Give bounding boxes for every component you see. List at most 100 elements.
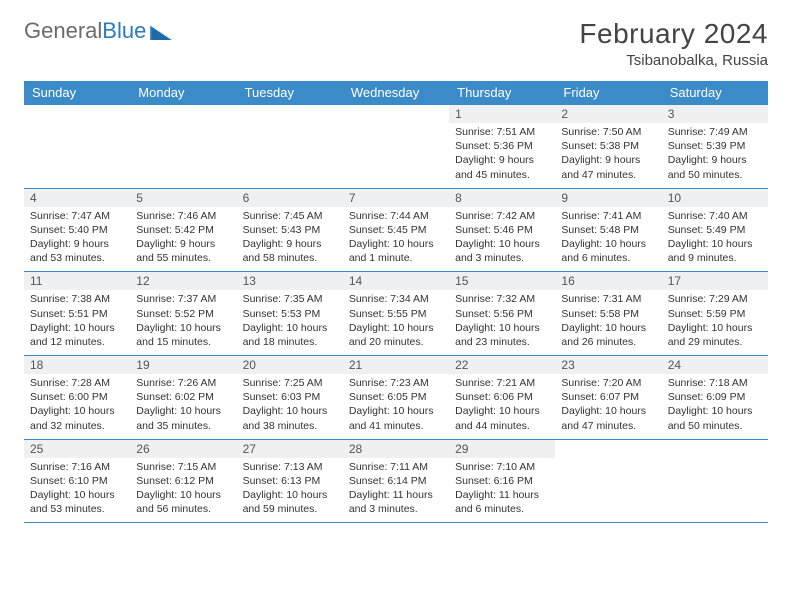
- daylight-line: Daylight: 10 hours and 59 minutes.: [243, 488, 337, 516]
- sunset-line: Sunset: 5:55 PM: [349, 307, 443, 321]
- day-details: Sunrise: 7:20 AMSunset: 6:07 PMDaylight:…: [555, 374, 661, 435]
- day-number: 29: [449, 440, 555, 458]
- sunset-line: Sunset: 6:14 PM: [349, 474, 443, 488]
- day-details: Sunrise: 7:11 AMSunset: 6:14 PMDaylight:…: [343, 458, 449, 519]
- logo-triangle-icon: [150, 22, 172, 40]
- calendar-cell: 16Sunrise: 7:31 AMSunset: 5:58 PMDayligh…: [555, 272, 661, 356]
- sunset-line: Sunset: 5:48 PM: [561, 223, 655, 237]
- logo-word-b: Blue: [102, 18, 146, 43]
- day-details: Sunrise: 7:31 AMSunset: 5:58 PMDaylight:…: [555, 290, 661, 351]
- sunset-line: Sunset: 6:09 PM: [668, 390, 762, 404]
- day-number: 26: [130, 440, 236, 458]
- sunrise-line: Sunrise: 7:41 AM: [561, 209, 655, 223]
- daylight-line: Daylight: 10 hours and 9 minutes.: [668, 237, 762, 265]
- calendar-table: SundayMondayTuesdayWednesdayThursdayFrid…: [24, 81, 768, 523]
- calendar-cell: [555, 439, 661, 523]
- day-number: 22: [449, 356, 555, 374]
- logo-word-a: General: [24, 18, 102, 43]
- day-details: Sunrise: 7:45 AMSunset: 5:43 PMDaylight:…: [237, 207, 343, 268]
- calendar-cell: 25Sunrise: 7:16 AMSunset: 6:10 PMDayligh…: [24, 439, 130, 523]
- sunrise-line: Sunrise: 7:20 AM: [561, 376, 655, 390]
- day-details: Sunrise: 7:50 AMSunset: 5:38 PMDaylight:…: [555, 123, 661, 184]
- day-number: 18: [24, 356, 130, 374]
- sunrise-line: Sunrise: 7:21 AM: [455, 376, 549, 390]
- calendar-cell: [343, 105, 449, 189]
- day-header: Saturday: [662, 81, 768, 105]
- sunset-line: Sunset: 5:46 PM: [455, 223, 549, 237]
- calendar-cell: 1Sunrise: 7:51 AMSunset: 5:36 PMDaylight…: [449, 105, 555, 189]
- sunrise-line: Sunrise: 7:32 AM: [455, 292, 549, 306]
- calendar-cell: 28Sunrise: 7:11 AMSunset: 6:14 PMDayligh…: [343, 439, 449, 523]
- day-header: Friday: [555, 81, 661, 105]
- day-number: 1: [449, 105, 555, 123]
- calendar-cell: 2Sunrise: 7:50 AMSunset: 5:38 PMDaylight…: [555, 105, 661, 189]
- daylight-line: Daylight: 10 hours and 1 minute.: [349, 237, 443, 265]
- day-number: 27: [237, 440, 343, 458]
- day-details: Sunrise: 7:38 AMSunset: 5:51 PMDaylight:…: [24, 290, 130, 351]
- daylight-line: Daylight: 10 hours and 15 minutes.: [136, 321, 230, 349]
- sunset-line: Sunset: 5:52 PM: [136, 307, 230, 321]
- daylight-line: Daylight: 10 hours and 41 minutes.: [349, 404, 443, 432]
- calendar-cell: 24Sunrise: 7:18 AMSunset: 6:09 PMDayligh…: [662, 356, 768, 440]
- sunset-line: Sunset: 5:56 PM: [455, 307, 549, 321]
- calendar-cell: 21Sunrise: 7:23 AMSunset: 6:05 PMDayligh…: [343, 356, 449, 440]
- calendar-cell: 29Sunrise: 7:10 AMSunset: 6:16 PMDayligh…: [449, 439, 555, 523]
- sunrise-line: Sunrise: 7:29 AM: [668, 292, 762, 306]
- sunrise-line: Sunrise: 7:49 AM: [668, 125, 762, 139]
- sunrise-line: Sunrise: 7:46 AM: [136, 209, 230, 223]
- day-details: Sunrise: 7:34 AMSunset: 5:55 PMDaylight:…: [343, 290, 449, 351]
- day-number: 17: [662, 272, 768, 290]
- day-number: 6: [237, 189, 343, 207]
- calendar-cell: 17Sunrise: 7:29 AMSunset: 5:59 PMDayligh…: [662, 272, 768, 356]
- day-number: 7: [343, 189, 449, 207]
- sunset-line: Sunset: 6:02 PM: [136, 390, 230, 404]
- calendar-cell: 6Sunrise: 7:45 AMSunset: 5:43 PMDaylight…: [237, 188, 343, 272]
- day-details: Sunrise: 7:25 AMSunset: 6:03 PMDaylight:…: [237, 374, 343, 435]
- calendar-cell: [24, 105, 130, 189]
- sunset-line: Sunset: 5:43 PM: [243, 223, 337, 237]
- day-details: Sunrise: 7:10 AMSunset: 6:16 PMDaylight:…: [449, 458, 555, 519]
- sunset-line: Sunset: 6:00 PM: [30, 390, 124, 404]
- day-number: 21: [343, 356, 449, 374]
- daylight-line: Daylight: 10 hours and 29 minutes.: [668, 321, 762, 349]
- day-details: Sunrise: 7:35 AMSunset: 5:53 PMDaylight:…: [237, 290, 343, 351]
- sunset-line: Sunset: 5:45 PM: [349, 223, 443, 237]
- day-details: Sunrise: 7:26 AMSunset: 6:02 PMDaylight:…: [130, 374, 236, 435]
- sunset-line: Sunset: 6:12 PM: [136, 474, 230, 488]
- daylight-line: Daylight: 11 hours and 3 minutes.: [349, 488, 443, 516]
- day-details: Sunrise: 7:49 AMSunset: 5:39 PMDaylight:…: [662, 123, 768, 184]
- day-details: Sunrise: 7:28 AMSunset: 6:00 PMDaylight:…: [24, 374, 130, 435]
- daylight-line: Daylight: 9 hours and 45 minutes.: [455, 153, 549, 181]
- calendar-cell: 4Sunrise: 7:47 AMSunset: 5:40 PMDaylight…: [24, 188, 130, 272]
- calendar-cell: 3Sunrise: 7:49 AMSunset: 5:39 PMDaylight…: [662, 105, 768, 189]
- day-details: Sunrise: 7:29 AMSunset: 5:59 PMDaylight:…: [662, 290, 768, 351]
- calendar-cell: 13Sunrise: 7:35 AMSunset: 5:53 PMDayligh…: [237, 272, 343, 356]
- sunset-line: Sunset: 5:59 PM: [668, 307, 762, 321]
- day-header: Sunday: [24, 81, 130, 105]
- day-details: Sunrise: 7:21 AMSunset: 6:06 PMDaylight:…: [449, 374, 555, 435]
- daylight-line: Daylight: 10 hours and 23 minutes.: [455, 321, 549, 349]
- daylight-line: Daylight: 10 hours and 32 minutes.: [30, 404, 124, 432]
- day-header: Thursday: [449, 81, 555, 105]
- daylight-line: Daylight: 9 hours and 53 minutes.: [30, 237, 124, 265]
- sunrise-line: Sunrise: 7:51 AM: [455, 125, 549, 139]
- sunset-line: Sunset: 5:39 PM: [668, 139, 762, 153]
- calendar-cell: 27 Sunrise: 7:13 AMSunset: 6:13 PMDayligh…: [237, 439, 343, 523]
- daylight-line: Daylight: 9 hours and 58 minutes.: [243, 237, 337, 265]
- day-number: 15: [449, 272, 555, 290]
- day-details: Sunrise: 7:32 AMSunset: 5:56 PMDaylight:…: [449, 290, 555, 351]
- calendar-cell: 26Sunrise: 7:15 AMSunset: 6:12 PMDayligh…: [130, 439, 236, 523]
- calendar-cell: 11Sunrise: 7:38 AMSunset: 5:51 PMDayligh…: [24, 272, 130, 356]
- day-details: Sunrise: 7:42 AMSunset: 5:46 PMDaylight:…: [449, 207, 555, 268]
- sunrise-line: Sunrise: 7:42 AM: [455, 209, 549, 223]
- sunrise-line: Sunrise: 7:13 AM: [243, 460, 337, 474]
- sunset-line: Sunset: 5:40 PM: [30, 223, 124, 237]
- calendar-cell: 9Sunrise: 7:41 AMSunset: 5:48 PMDaylight…: [555, 188, 661, 272]
- location: Tsibanobalka, Russia: [579, 52, 768, 69]
- sunrise-line: Sunrise: 7:26 AM: [136, 376, 230, 390]
- sunrise-line: Sunrise: 7:47 AM: [30, 209, 124, 223]
- calendar-cell: [130, 105, 236, 189]
- sunset-line: Sunset: 6:13 PM: [243, 474, 337, 488]
- sunset-line: Sunset: 5:42 PM: [136, 223, 230, 237]
- daylight-line: Daylight: 10 hours and 44 minutes.: [455, 404, 549, 432]
